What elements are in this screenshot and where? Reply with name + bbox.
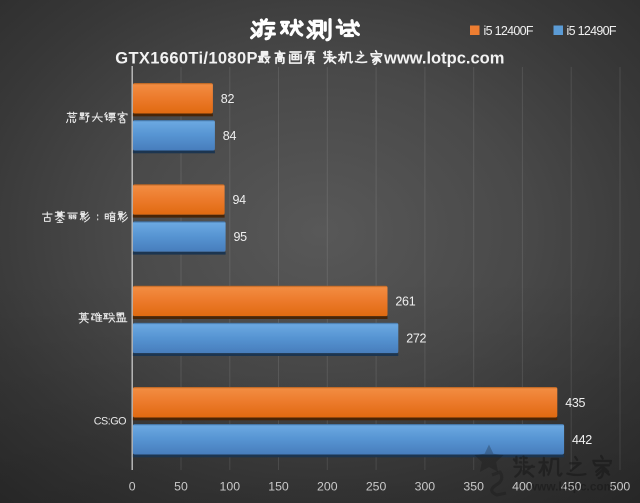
svg-text:442: 442 xyxy=(572,433,592,447)
svg-text:i5 12400F: i5 12400F xyxy=(484,24,534,38)
svg-text:150: 150 xyxy=(268,480,289,494)
svg-text:272: 272 xyxy=(406,332,426,346)
svg-text:0: 0 xyxy=(129,480,136,494)
svg-text:261: 261 xyxy=(395,295,415,309)
svg-text:350: 350 xyxy=(463,480,484,494)
svg-text:i5 12490F: i5 12490F xyxy=(567,24,617,38)
svg-text:300: 300 xyxy=(415,480,436,494)
svg-text:CS:GO: CS:GO xyxy=(94,416,126,428)
svg-text:400: 400 xyxy=(512,480,533,494)
svg-text:250: 250 xyxy=(366,480,387,494)
svg-text:500: 500 xyxy=(610,480,631,494)
svg-text:84: 84 xyxy=(223,129,237,143)
svg-text:82: 82 xyxy=(221,92,235,106)
svg-text:www.lotpc.com: www.lotpc.com xyxy=(527,480,614,494)
svg-text:100: 100 xyxy=(220,480,241,494)
svg-text:95: 95 xyxy=(234,230,248,244)
svg-text:GTX1660Ti/1080P: GTX1660Ti/1080P xyxy=(115,50,258,68)
svg-text:50: 50 xyxy=(174,480,188,494)
svg-text:www.lotpc.com: www.lotpc.com xyxy=(383,50,504,68)
svg-text:435: 435 xyxy=(565,396,585,410)
svg-text:450: 450 xyxy=(561,480,582,494)
svg-text:94: 94 xyxy=(233,193,247,207)
svg-text:200: 200 xyxy=(317,480,338,494)
